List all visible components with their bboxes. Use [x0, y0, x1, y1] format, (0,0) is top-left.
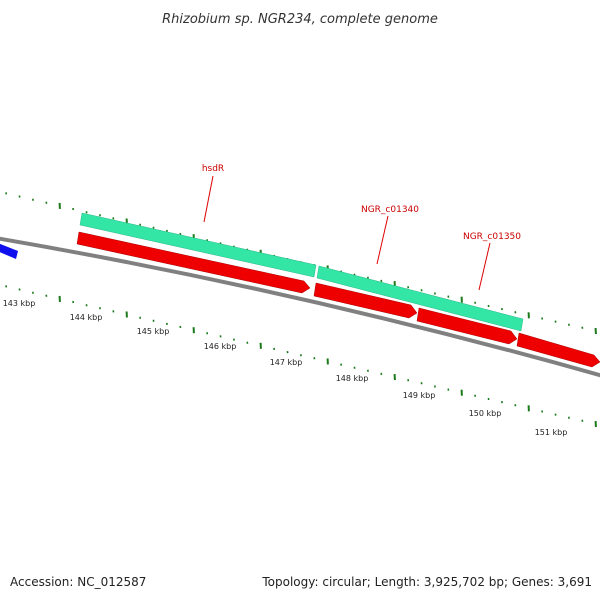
cds-feature-hsdR [76, 231, 311, 294]
ruler-label: 147 kbp [270, 358, 303, 367]
ruler-label: 144 kbp [70, 313, 103, 322]
accession-text: Accession: NC_012587 [10, 575, 146, 589]
gene-feature-hsdR [79, 212, 317, 278]
ruler-label: 148 kbp [336, 374, 369, 383]
gene-label-NGR_c01340: NGR_c01340 [361, 205, 419, 215]
gene-label-hsdR: hsdR [202, 164, 224, 174]
inner-tick-row [5, 285, 597, 428]
gene-label-NGR_c01350: NGR_c01350 [463, 232, 521, 242]
hsdR-label-line [203, 175, 214, 223]
NGR_c01340-label-line [376, 215, 389, 265]
gene-feature-NGR_c01340 [316, 265, 524, 332]
cds-feature-NGR_c01340 [313, 282, 418, 319]
ruler-label: 151 kbp [535, 428, 568, 437]
ruler-label: 143 kbp [3, 299, 36, 308]
NGR_c01350-label-line [478, 242, 491, 291]
ruler-label: 150 kbp [469, 409, 502, 418]
ruler-label: 145 kbp [137, 327, 170, 336]
feature-left-blue [0, 243, 18, 259]
ruler-label: 146 kbp [204, 342, 237, 351]
genome-stats-text: Topology: circular; Length: 3,925,702 bp… [261, 575, 592, 589]
ruler-label: 149 kbp [403, 391, 436, 400]
map-title: Rhizobium sp. NGR234, complete genome [162, 12, 438, 27]
cds-feature-right [516, 332, 600, 368]
genome-backbone [0, 236, 600, 378]
cds-feature-NGR_c01350 [416, 307, 518, 345]
